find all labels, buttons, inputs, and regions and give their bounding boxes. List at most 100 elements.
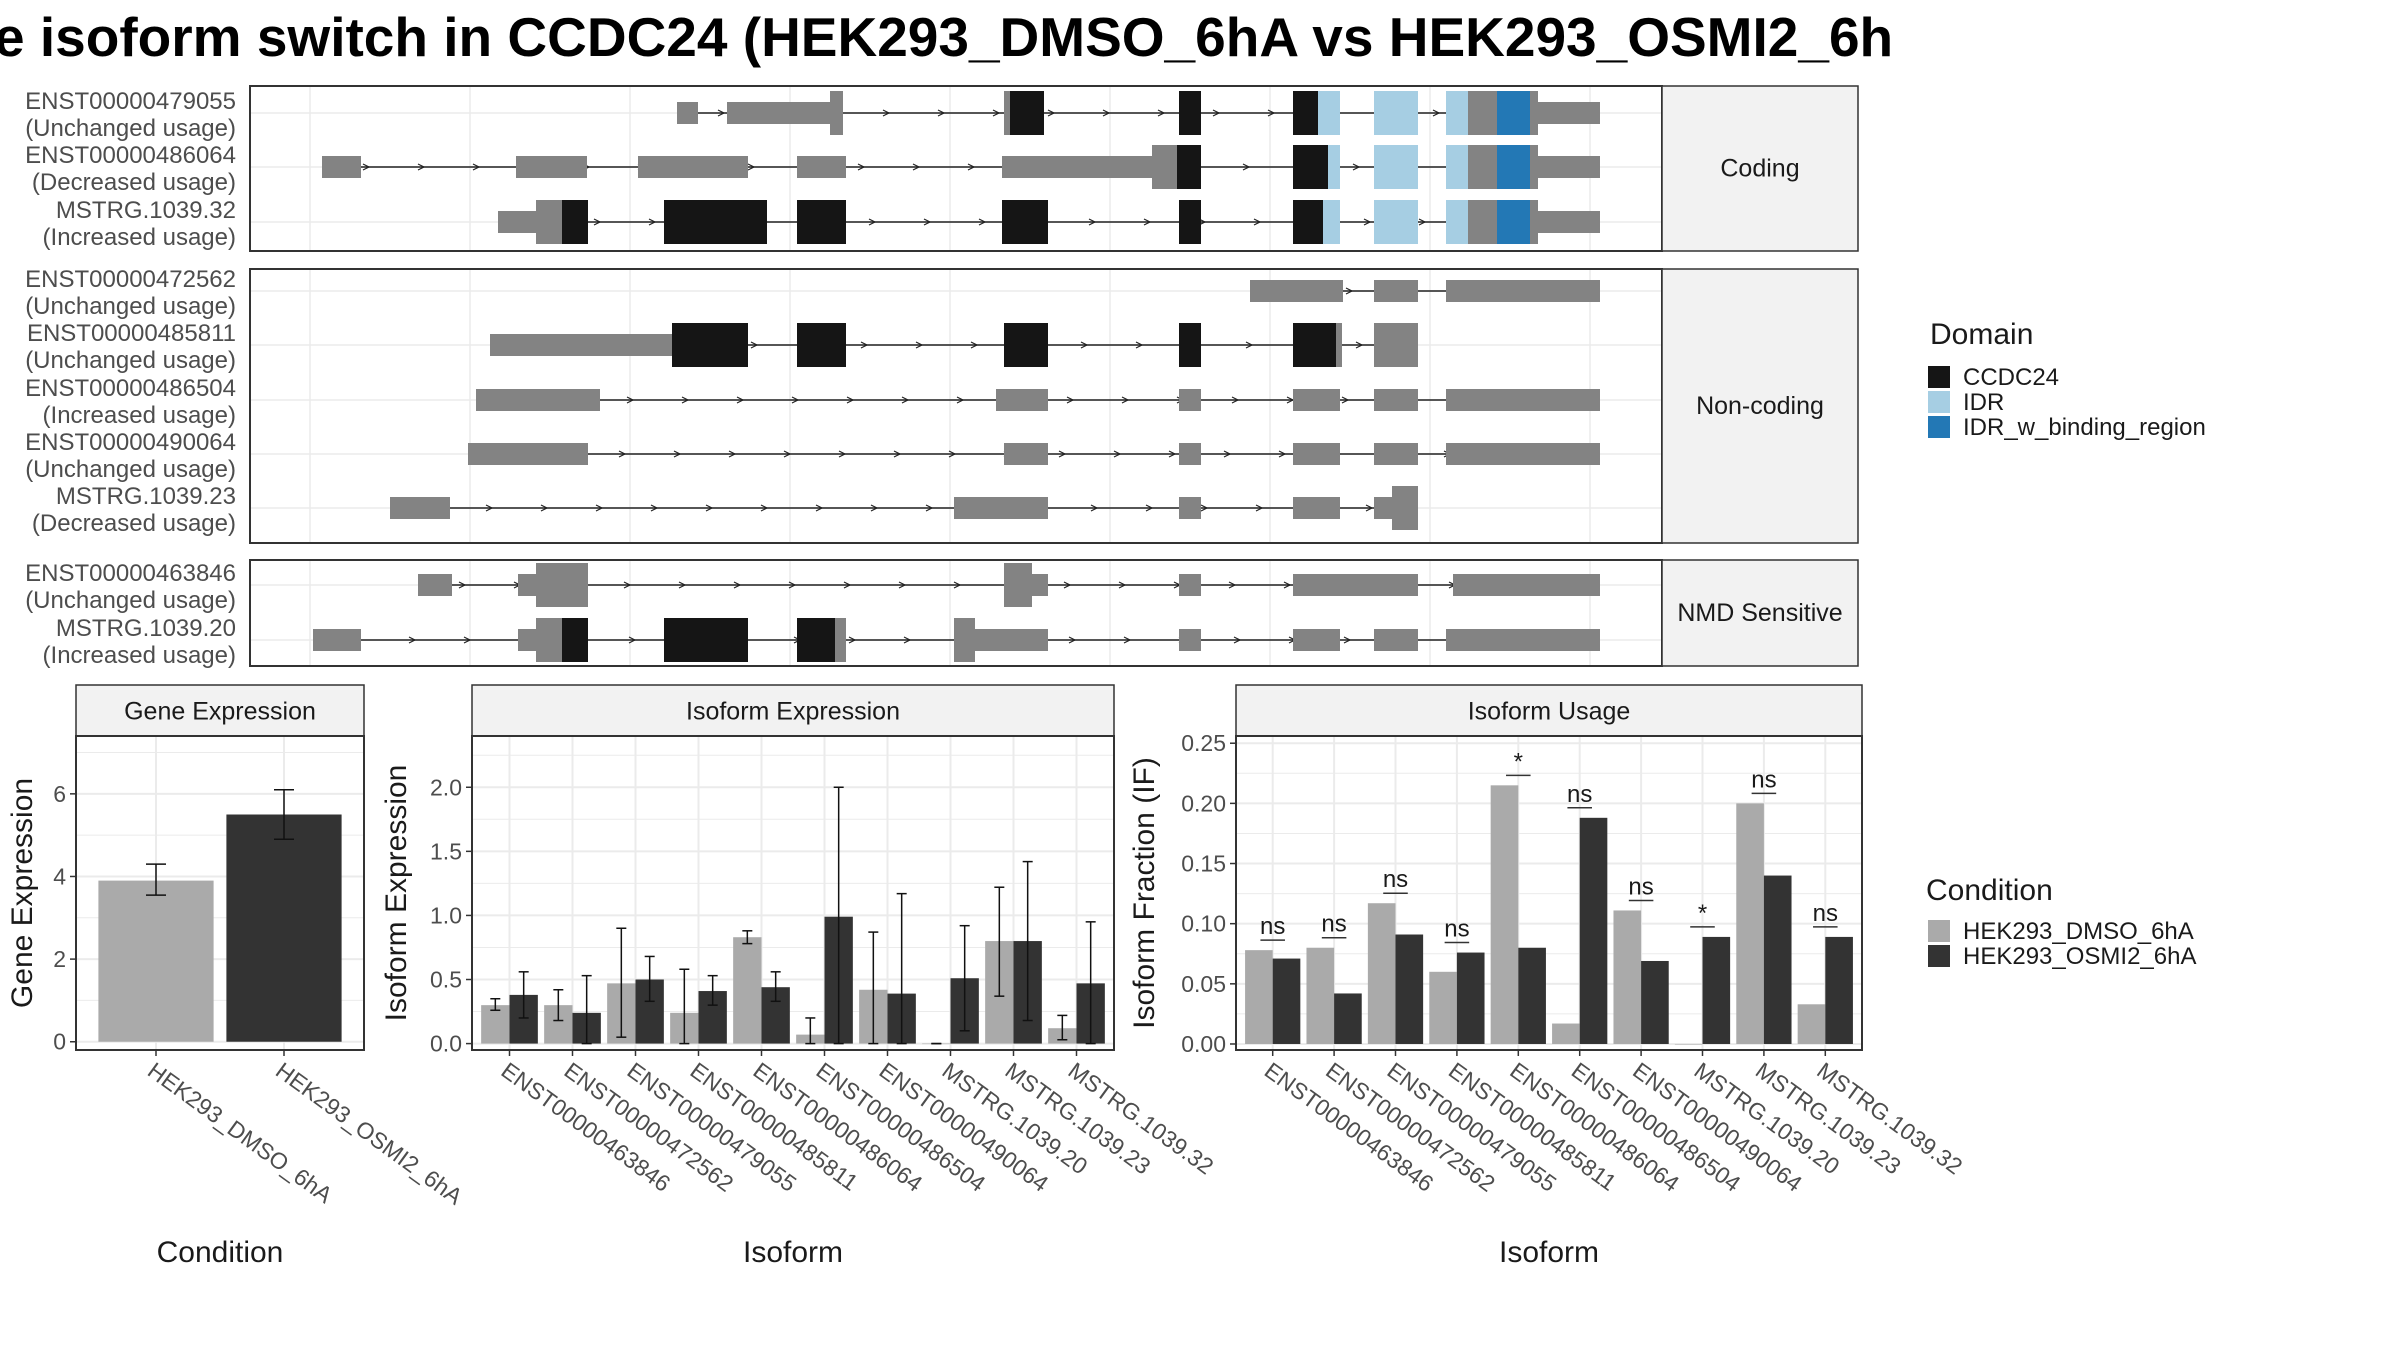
strand-arrow: [978, 218, 987, 226]
strand-arrow: [901, 396, 910, 404]
condition-legend-label: HEK293_DMSO_6hA: [1963, 918, 2194, 945]
strand-arrow: [1228, 581, 1237, 589]
y-tick-label: 6: [53, 781, 66, 807]
exon-block: [975, 629, 1048, 651]
exon-block: [536, 563, 588, 607]
bar: [1641, 960, 1669, 1044]
exon-block: [562, 200, 588, 244]
strand-arrow: [1283, 581, 1292, 589]
strand-arrow: [903, 636, 912, 644]
exon-block: [1179, 497, 1201, 519]
condition-legend-title: Condition: [1926, 874, 2053, 907]
strand-arrow: [540, 504, 549, 512]
isoform-expression-chart: Isoform Expression0.00.51.01.52.0ENST000…: [380, 684, 1218, 1269]
strand-arrow: [1135, 341, 1144, 349]
y-tick-label: 0.05: [1181, 971, 1226, 997]
exon-block: [1010, 91, 1044, 135]
exon-block: [1179, 574, 1201, 596]
exon-block: [1453, 574, 1600, 596]
y-tick-label: 0.25: [1181, 730, 1226, 756]
exon-block: [1446, 145, 1468, 189]
exon-block: [1446, 280, 1600, 302]
bar: [1395, 934, 1424, 1044]
exon-block: [1179, 323, 1201, 367]
bar: [1334, 993, 1362, 1044]
strand-arrow: [678, 581, 687, 589]
strand-arrow: [1355, 341, 1364, 349]
exon-block: [1179, 443, 1201, 465]
y-tick-label: 4: [53, 863, 66, 889]
transcript-row: [476, 389, 1600, 411]
transcript-id-label: ENST00000479055: [25, 88, 236, 115]
y-tick-label: 0: [53, 1029, 66, 1055]
strand-arrow: [673, 450, 682, 458]
y-tick-label: 0.5: [430, 967, 462, 993]
significance-label: ns: [1383, 866, 1408, 893]
strand-arrow: [838, 450, 847, 458]
panel-strip-label: Coding: [1720, 155, 1799, 183]
strand-arrow: [992, 109, 1001, 117]
y-tick-label: 2: [53, 946, 66, 972]
exon-block: [1374, 323, 1418, 367]
strand-arrow: [717, 109, 726, 117]
exon-block: [1530, 91, 1538, 135]
strand-arrow: [1066, 396, 1075, 404]
exon-block: [1179, 629, 1201, 651]
y-tick-label: 0.0: [430, 1031, 462, 1057]
strand-arrow: [618, 450, 627, 458]
strand-arrow: [1090, 504, 1099, 512]
exon-block: [1446, 443, 1600, 465]
significance-label: *: [1698, 900, 1707, 927]
exon-block: [1538, 156, 1600, 178]
strand-arrow: [1212, 109, 1221, 117]
transcript-row: [490, 323, 1418, 367]
exon-block: [1293, 629, 1340, 651]
strand-arrow: [1345, 287, 1354, 295]
strand-arrow: [750, 341, 759, 349]
strand-arrow: [1088, 218, 1097, 226]
domain-legend-label: IDR_w_binding_region: [1963, 414, 2206, 441]
strand-arrow: [728, 450, 737, 458]
transcript-usage-label: (Decreased usage): [32, 510, 236, 537]
chart-strip: [471, 684, 1115, 737]
strand-arrow: [1063, 581, 1072, 589]
transcript-id-label: ENST00000463846: [25, 560, 236, 587]
strand-arrow: [408, 636, 417, 644]
transcript-usage-label: (Increased usage): [43, 402, 236, 429]
strand-arrow: [1341, 396, 1350, 404]
exon-block: [1293, 443, 1340, 465]
strand-arrow: [1363, 218, 1372, 226]
exon-block: [1004, 323, 1048, 367]
domain-legend-label: CCDC24: [1963, 364, 2059, 391]
bar: [733, 937, 762, 1044]
exon-block: [1538, 211, 1600, 233]
exon-block: [1446, 629, 1600, 651]
transcript-id-label: MSTRG.1039.23: [56, 483, 236, 510]
bar: [1579, 817, 1608, 1044]
strand-arrow: [1121, 396, 1130, 404]
exon-block: [830, 91, 843, 135]
strand-arrow: [915, 341, 924, 349]
panel-strip-label: NMD Sensitive: [1677, 599, 1842, 627]
strand-arrow: [1245, 341, 1254, 349]
exon-block: [1497, 91, 1530, 135]
strand-arrow: [1118, 581, 1127, 589]
transcript-usage-label: (Unchanged usage): [25, 293, 236, 320]
chart-title: Isoform Expression: [686, 698, 900, 726]
strand-arrow: [760, 504, 769, 512]
strand-arrow: [857, 163, 866, 171]
strand-arrow: [1267, 109, 1276, 117]
x-axis-title: Isoform: [1499, 1236, 1599, 1269]
panel-strip-label: Non-coding: [1696, 392, 1824, 420]
transcript-id-label: ENST00000485811: [27, 320, 236, 347]
strand-arrow: [1255, 504, 1264, 512]
y-axis-title: Isoform Fraction (IF): [1128, 757, 1161, 1029]
significance-label: ns: [1751, 766, 1776, 793]
bar: [1763, 875, 1792, 1044]
strand-arrow: [1223, 450, 1232, 458]
bar: [1674, 1043, 1703, 1045]
exon-block: [1002, 200, 1048, 244]
chart-strip: [75, 684, 365, 737]
exon-block: [1446, 91, 1468, 135]
